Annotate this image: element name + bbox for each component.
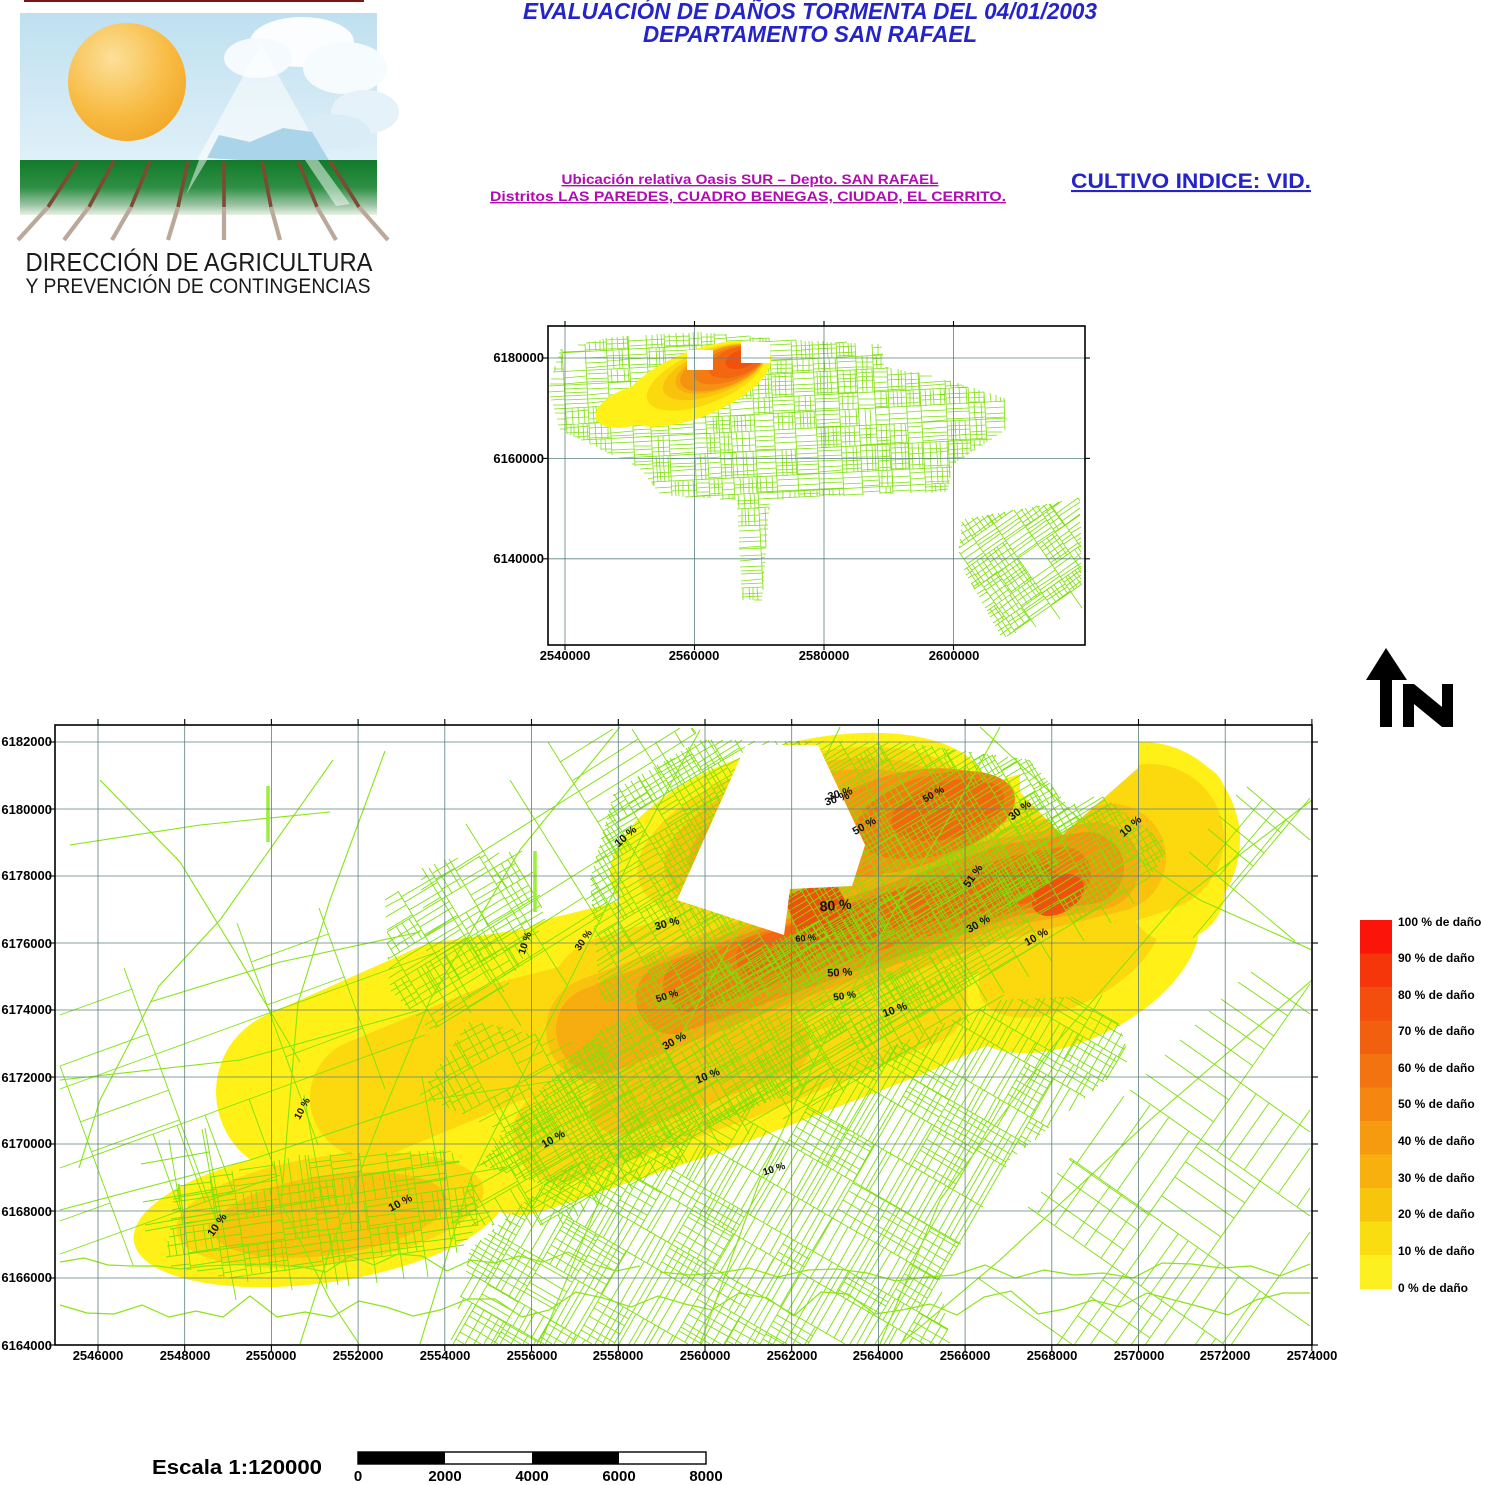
svg-text:Ubicación relativa Oasis SUR –: Ubicación relativa Oasis SUR – Depto. SA… [562, 171, 939, 187]
svg-text:2548000: 2548000 [160, 1348, 211, 1363]
svg-text:6176000: 6176000 [1, 936, 52, 951]
svg-text:CULTIVO INDICE: VID.: CULTIVO INDICE: VID. [1071, 170, 1311, 193]
svg-text:6160000: 6160000 [493, 451, 544, 466]
svg-text:6170000: 6170000 [1, 1136, 52, 1151]
svg-text:6180000: 6180000 [493, 350, 544, 365]
svg-text:80 %: 80 % [819, 896, 853, 915]
svg-text:2558000: 2558000 [593, 1348, 644, 1363]
svg-text:2600000: 2600000 [929, 648, 980, 663]
svg-text:2566000: 2566000 [940, 1348, 991, 1363]
svg-text:50 %: 50 % [827, 966, 853, 979]
svg-text:2564000: 2564000 [853, 1348, 904, 1363]
svg-text:6166000: 6166000 [1, 1270, 52, 1285]
svg-text:6140000: 6140000 [493, 551, 544, 566]
svg-text:6164000: 6164000 [1, 1338, 52, 1353]
svg-text:6172000: 6172000 [1, 1070, 52, 1085]
svg-text:30 % de daño: 30 % de daño [1398, 1171, 1475, 1185]
svg-text:100 % de daño: 100 % de daño [1398, 915, 1481, 929]
svg-text:70 % de daño: 70 % de daño [1398, 1024, 1475, 1038]
svg-text:20 % de daño: 20 % de daño [1398, 1207, 1475, 1221]
svg-text:6174000: 6174000 [1, 1002, 52, 1017]
svg-text:2546000: 2546000 [73, 1348, 124, 1363]
svg-text:6000: 6000 [602, 1468, 635, 1485]
svg-text:60 % de daño: 60 % de daño [1398, 1061, 1475, 1075]
svg-text:2554000: 2554000 [420, 1348, 471, 1363]
svg-text:2550000: 2550000 [246, 1348, 297, 1363]
svg-text:10 % de daño: 10 % de daño [1398, 1244, 1475, 1258]
svg-text:90 % de daño: 90 % de daño [1398, 951, 1475, 965]
svg-text:2000: 2000 [428, 1468, 461, 1485]
svg-text:6182000: 6182000 [1, 734, 52, 749]
svg-text:2562000: 2562000 [767, 1348, 818, 1363]
svg-text:DIRECCIÓN DE AGRICULTURA: DIRECCIÓN DE AGRICULTURA [26, 247, 374, 277]
svg-text:2570000: 2570000 [1114, 1348, 1165, 1363]
svg-text:6168000: 6168000 [1, 1204, 52, 1219]
svg-text:2560000: 2560000 [669, 648, 720, 663]
svg-text:2572000: 2572000 [1200, 1348, 1251, 1363]
svg-text:80 % de daño: 80 % de daño [1398, 988, 1475, 1002]
svg-text:2556000: 2556000 [507, 1348, 558, 1363]
svg-text:EVALUACIÓN DE DAÑOS TORMENTA D: EVALUACIÓN DE DAÑOS TORMENTA DEL 04/01/2… [523, 0, 1097, 24]
svg-text:50 % de daño: 50 % de daño [1398, 1097, 1475, 1111]
svg-text:Escala 1:120000: Escala 1:120000 [152, 1457, 322, 1479]
svg-text:4000: 4000 [515, 1468, 548, 1485]
svg-text:2574000: 2574000 [1287, 1348, 1338, 1363]
svg-text:0 % de daño: 0 % de daño [1398, 1281, 1468, 1295]
svg-text:0: 0 [354, 1468, 362, 1485]
svg-text:6180000: 6180000 [1, 802, 52, 817]
svg-text:2552000: 2552000 [333, 1348, 384, 1363]
svg-text:Distritos LAS PAREDES, CUADRO: Distritos LAS PAREDES, CUADRO BENEGAS, C… [490, 188, 1006, 204]
svg-text:40 % de daño: 40 % de daño [1398, 1134, 1475, 1148]
svg-text:60 %: 60 % [795, 932, 816, 944]
svg-text:2560000: 2560000 [680, 1348, 731, 1363]
svg-text:2580000: 2580000 [799, 648, 850, 663]
svg-text:6178000: 6178000 [1, 868, 52, 883]
svg-text:2568000: 2568000 [1027, 1348, 1078, 1363]
svg-text:2540000: 2540000 [540, 648, 591, 663]
svg-text:8000: 8000 [689, 1468, 722, 1485]
svg-text:Y PREVENCIÓN DE CONTINGENCIAS: Y PREVENCIÓN DE CONTINGENCIAS [26, 275, 371, 298]
svg-text:DEPARTAMENTO SAN RAFAEL: DEPARTAMENTO SAN RAFAEL [643, 21, 977, 47]
svg-text:50 %: 50 % [833, 989, 857, 1003]
